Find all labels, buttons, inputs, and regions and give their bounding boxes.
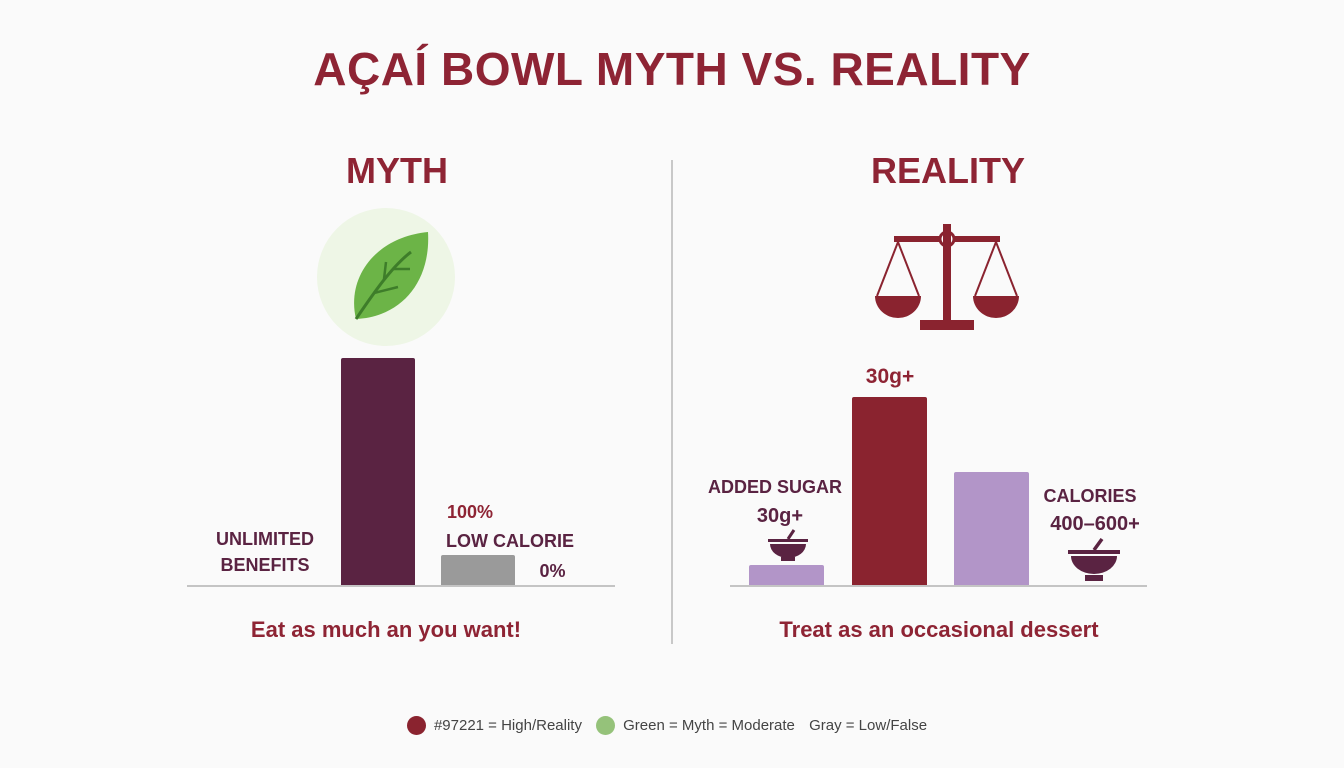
legend-swatch-green — [596, 716, 616, 735]
myth-caption: Eat as much an you want! — [250, 617, 522, 642]
chart-title: AÇAÍ BOWL MYTH VS. REALITY — [313, 43, 1031, 95]
bowl-icon — [768, 529, 808, 561]
myth-heading: MYTH — [346, 150, 448, 191]
bar-unlimited-benefits — [341, 358, 415, 585]
myth-baseline — [187, 585, 615, 587]
bowl-icon — [1068, 538, 1120, 581]
unlimited-benefits-label: UNLIMITED BENEFITS — [216, 529, 314, 575]
added-sugar-value: 30g+ — [756, 505, 804, 527]
bar-low-calorie — [441, 555, 515, 585]
bar-added-sugar — [749, 564, 824, 585]
reality-heading: REALITY — [870, 150, 1025, 191]
legend-swatch-red — [406, 716, 426, 735]
legend-item-gray: Gray = Low/False — [809, 717, 928, 734]
legend: #97221 = High/Reality Green = Myth = Mod… — [0, 716, 1344, 735]
low-calorie-value-label: 100% — [446, 502, 494, 522]
zero-percent-label: 0% — [539, 561, 566, 581]
divider — [671, 160, 673, 644]
top-value-label: 30g+ — [865, 365, 915, 388]
legend-item-myth: Green = Myth = Moderate — [623, 717, 795, 734]
low-calorie-label: LOW CALORIE — [446, 531, 574, 551]
calories-value: 400–600+ — [1050, 513, 1140, 535]
calories-label: CALORIES — [1043, 486, 1137, 506]
reality-caption: Treat as an occasional dessert — [779, 617, 1099, 642]
bar-calories — [954, 471, 1029, 585]
added-sugar-label: ADDED SUGAR — [707, 477, 842, 497]
reality-baseline — [730, 585, 1147, 587]
legend-item-high: #97221 = High/Reality — [433, 717, 582, 734]
bar-sugar-high — [852, 396, 927, 585]
balance-scale-icon — [875, 224, 1019, 330]
leaf-icon — [317, 208, 455, 346]
